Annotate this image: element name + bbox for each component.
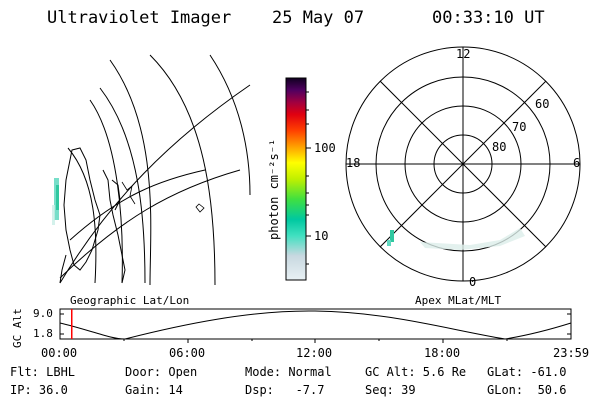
colorbar-ticks [306,91,311,265]
status-filter: Flt: LBHL [10,365,76,379]
geo-aurora-emission [52,178,59,225]
alt-axis-label: GC Alt [11,308,24,348]
colorbar-tick-100: 100 [314,141,336,155]
polar-plot-title: Apex MLat/MLT [415,294,502,307]
status-door: Door: Open [125,365,198,379]
status-glon: GLon: 50.6 [487,383,567,397]
mlt-label-0: 0 [469,275,477,289]
mlat-label-60: 60 [535,97,550,111]
polar-plot [345,46,581,282]
mlt-label-6: 6 [573,156,581,170]
time-tick-1800: 18:00 [424,346,461,360]
time-label: 00:33:10 UT [432,8,545,28]
mlt-label-18: 18 [346,156,361,170]
status-glat: GLat: -61.0 [487,365,567,379]
time-tick-1200: 12:00 [296,346,333,360]
alt-tick-9: 9.0 [33,307,53,320]
colorbar-tick-10: 10 [314,229,329,243]
mlat-label-80: 80 [492,140,507,154]
colorbar-unit-label: photon cm⁻²s⁻¹ [267,138,281,240]
mlat-label-70: 70 [512,120,527,134]
alt-tick-1-8: 1.8 [33,327,53,340]
date-label: 25 May 07 [272,8,365,28]
instrument-title: Ultraviolet Imager [47,8,232,28]
colorbar [285,77,307,281]
polar-aurora-emission [387,228,525,250]
status-gain: Gain: 14 [125,383,183,397]
status-gc-alt: GC Alt: 5.6 Re [365,365,467,379]
time-tick-0600: 06:00 [169,346,206,360]
map-arc [149,54,216,286]
geographic-map [59,54,251,286]
time-tick-2359: 23:59 [553,346,590,360]
status-mode: Mode: Normal [245,365,332,379]
mlt-label-12: 12 [456,47,471,61]
status-ip: IP: 36.0 [10,383,68,397]
geo-plot-title: Geographic Lat/Lon [70,294,190,307]
altitude-strip [59,308,572,343]
status-dsp: Dsp: -7.7 [245,383,325,397]
status-seq: Seq: 39 [365,383,416,397]
time-tick-0000: 00:00 [41,346,78,360]
